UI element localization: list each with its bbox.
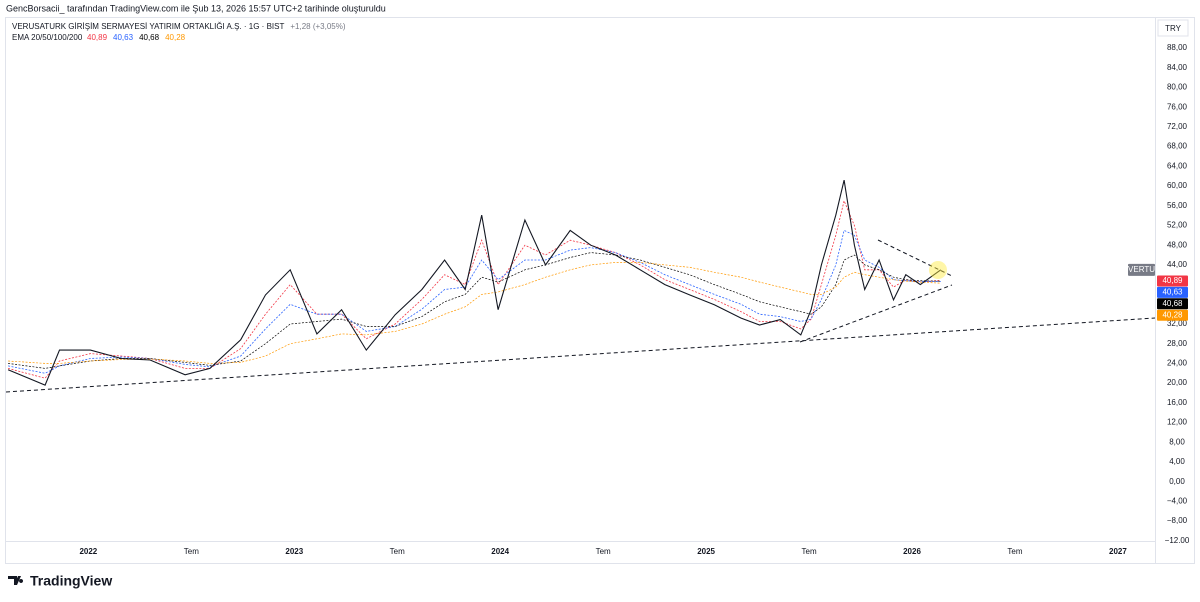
y-tick-label: −8,00 (1167, 516, 1188, 525)
x-tick-label: 2026 (903, 547, 921, 556)
ema-value: 40,89 (87, 33, 108, 42)
price-tag: 40,68 (1162, 299, 1183, 308)
triangle-lower (799, 284, 953, 343)
x-tick-label: Tem (1007, 547, 1022, 556)
y-tick-label: 84,00 (1167, 63, 1188, 72)
y-tick-label: 64,00 (1167, 161, 1188, 170)
x-tick-label: Tem (184, 547, 199, 556)
symbol-tag-bg (1128, 263, 1155, 276)
x-tick-label: Tem (596, 547, 611, 556)
y-tick-label: 68,00 (1167, 142, 1188, 151)
x-tick-label: Tem (390, 547, 405, 556)
x-tick-label: 2022 (79, 547, 97, 556)
price-tag: 40,63 (1162, 288, 1183, 297)
price-tag-bg (1157, 286, 1188, 298)
logo-icon (8, 576, 24, 585)
support-trendline (5, 317, 1156, 393)
plot-area (7, 179, 942, 386)
ema-label: EMA 20/50/100/200 (12, 33, 83, 42)
y-tick-label: 4,00 (1169, 457, 1185, 466)
x-tick-label: 2023 (285, 547, 303, 556)
y-tick-label: 28,00 (1167, 339, 1188, 348)
y-tick-label: 52,00 (1167, 221, 1188, 230)
price-tag: 40,28 (1162, 310, 1183, 319)
x-tick-label: 2024 (491, 547, 509, 556)
symbol-tag: VERTU (1128, 265, 1155, 274)
change: +1,28 (+3,05%) (290, 22, 345, 31)
x-tick-label: 2027 (1109, 547, 1127, 556)
y-tick-label: 12,00 (1167, 418, 1188, 427)
chart-frame (5, 17, 1195, 564)
ema-value: 40,63 (113, 33, 134, 42)
ema-value: 40,28 (165, 33, 186, 42)
price-tag-bg (1157, 298, 1188, 310)
y-tick-label: 48,00 (1167, 240, 1188, 249)
price-tag: 40,89 (1162, 276, 1183, 285)
brand-logo: TradingView (8, 573, 112, 589)
ema-line (8, 229, 941, 374)
y-tick-label: 80,00 (1167, 83, 1188, 92)
y-tick-label: 20,00 (1167, 378, 1188, 387)
y-tick-label: 88,00 (1167, 43, 1188, 52)
y-tick-label: 32,00 (1167, 319, 1188, 328)
y-tick-label: 72,00 (1167, 122, 1188, 131)
y-tick-label: 56,00 (1167, 201, 1188, 210)
price-tag-bg (1157, 275, 1188, 287)
y-tick-label: 8,00 (1169, 437, 1185, 446)
attribution: GencBorsacii_ tarafından TradingView.com… (6, 3, 386, 13)
y-tick-label: 0,00 (1169, 477, 1185, 486)
x-tick-label: 2025 (697, 547, 715, 556)
y-tick-label: 44,00 (1167, 260, 1188, 269)
y-tick-label: −12.00 (1165, 536, 1190, 545)
currency: TRY (1165, 24, 1182, 33)
price-line (7, 179, 942, 386)
highlight (929, 261, 947, 279)
y-tick-label: −4,00 (1167, 497, 1188, 506)
currency-box (1157, 19, 1189, 37)
symbol-title: VERUSATURK GİRİŞİM SERMAYESİ YATIRIM ORT… (12, 22, 284, 31)
y-tick-label: 76,00 (1167, 102, 1188, 111)
ema-line (8, 252, 941, 369)
ema-legend: 40,89 40,63 40,68 40,28 (87, 33, 186, 42)
y-tick-label: 16,00 (1167, 398, 1188, 407)
y-tick-label: 24,00 (1167, 359, 1188, 368)
ema-value: 40,68 (139, 33, 160, 42)
brand: TradingView (30, 573, 112, 589)
x-tick-label: Tem (802, 547, 817, 556)
y-tick-label: 60,00 (1167, 181, 1188, 190)
price-tag-bg (1157, 309, 1188, 321)
